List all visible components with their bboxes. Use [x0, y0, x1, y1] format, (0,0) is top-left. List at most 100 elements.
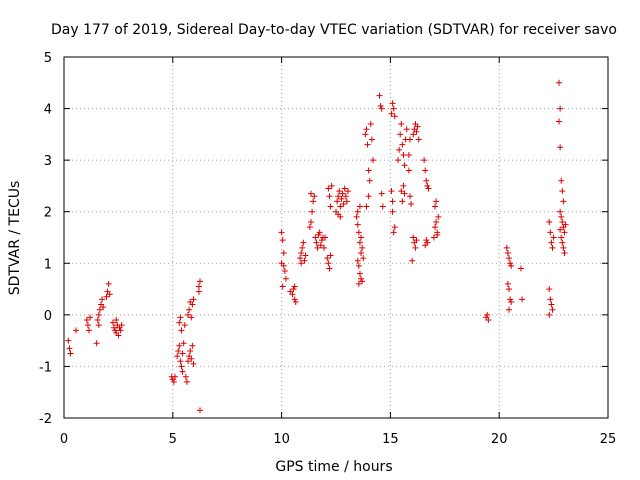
data-points: [65, 79, 569, 414]
data-point: [335, 193, 342, 200]
data-point: [549, 244, 556, 251]
data-point: [356, 239, 363, 246]
data-point: [334, 198, 341, 205]
data-point: [398, 188, 405, 195]
data-point: [399, 198, 406, 205]
data-point: [318, 237, 325, 244]
data-point: [299, 244, 306, 251]
data-point: [360, 255, 367, 262]
data-point: [557, 105, 564, 112]
data-point: [183, 378, 190, 385]
data-point: [548, 239, 555, 246]
data-point: [355, 262, 362, 269]
data-point: [423, 177, 430, 184]
data-point: [562, 221, 569, 228]
data-point: [186, 306, 193, 313]
data-point: [176, 319, 183, 326]
data-point: [390, 105, 397, 112]
y-tick-label: -1: [39, 360, 52, 375]
data-point: [66, 345, 73, 352]
data-point: [559, 219, 566, 226]
data-point: [358, 234, 365, 241]
data-point: [408, 200, 415, 207]
data-point: [178, 327, 185, 334]
data-point: [505, 306, 512, 313]
data-point: [197, 278, 203, 285]
data-point: [336, 188, 343, 195]
data-point: [389, 100, 396, 107]
data-point: [312, 234, 319, 241]
x-axis: 0 5 10 15 20 25: [60, 57, 616, 447]
y-axis-label: SDTVAR / TECUs: [7, 181, 23, 296]
data-point: [281, 268, 288, 275]
data-point: [391, 113, 398, 120]
data-point: [560, 244, 567, 251]
data-point: [425, 185, 432, 192]
data-point: [337, 213, 344, 220]
data-point: [322, 234, 329, 241]
data-point: [561, 229, 568, 236]
data-point: [366, 177, 373, 184]
data-point: [316, 229, 323, 236]
data-point: [547, 229, 554, 236]
data-point: [315, 231, 322, 238]
data-point: [307, 190, 314, 197]
data-point: [324, 255, 331, 262]
data-point: [280, 249, 287, 256]
data-point: [321, 244, 328, 251]
x-tick-label: 25: [600, 432, 617, 447]
data-point: [546, 311, 553, 318]
data-point: [327, 203, 334, 210]
data-point: [517, 265, 524, 272]
data-point: [95, 311, 102, 318]
data-point: [300, 239, 307, 246]
data-point: [188, 314, 195, 321]
data-point: [187, 347, 194, 354]
data-point: [363, 203, 370, 210]
data-point: [557, 144, 564, 151]
data-point: [433, 219, 440, 226]
data-point: [278, 229, 285, 236]
x-axis-label: GPS time / hours: [275, 459, 392, 475]
data-point: [546, 219, 553, 226]
data-point: [279, 283, 286, 290]
y-tick-label: 3: [44, 154, 52, 169]
data-point: [558, 213, 565, 220]
data-point: [549, 306, 556, 313]
data-point: [558, 234, 565, 241]
data-point: [388, 188, 395, 195]
data-point: [362, 131, 369, 138]
y-tick-label: 2: [44, 206, 52, 221]
data-point: [508, 298, 515, 305]
data-point: [170, 378, 177, 385]
data-point: [117, 327, 124, 334]
grid-lines: [64, 57, 608, 418]
data-point: [423, 237, 430, 244]
data-point: [421, 157, 428, 164]
data-point: [414, 123, 421, 130]
data-point: [301, 257, 308, 264]
data-point: [365, 193, 372, 200]
data-point: [84, 322, 91, 329]
data-point: [185, 358, 192, 365]
x-tick-label: 20: [491, 432, 508, 447]
data-point: [430, 234, 437, 241]
data-point: [65, 337, 72, 344]
data-point: [177, 358, 184, 365]
data-point: [327, 252, 334, 259]
y-tick-label: 4: [44, 103, 52, 118]
data-point: [435, 213, 442, 220]
data-point: [105, 280, 112, 287]
data-point: [290, 286, 297, 293]
data-point: [341, 185, 348, 192]
data-point: [313, 239, 320, 246]
data-point: [413, 237, 420, 244]
data-point: [197, 407, 203, 414]
data-point: [406, 136, 413, 143]
x-tick-label: 0: [60, 432, 68, 447]
data-point: [432, 203, 439, 210]
data-point: [484, 311, 491, 318]
data-point: [379, 203, 386, 210]
data-point: [195, 288, 202, 295]
data-point: [412, 244, 419, 251]
